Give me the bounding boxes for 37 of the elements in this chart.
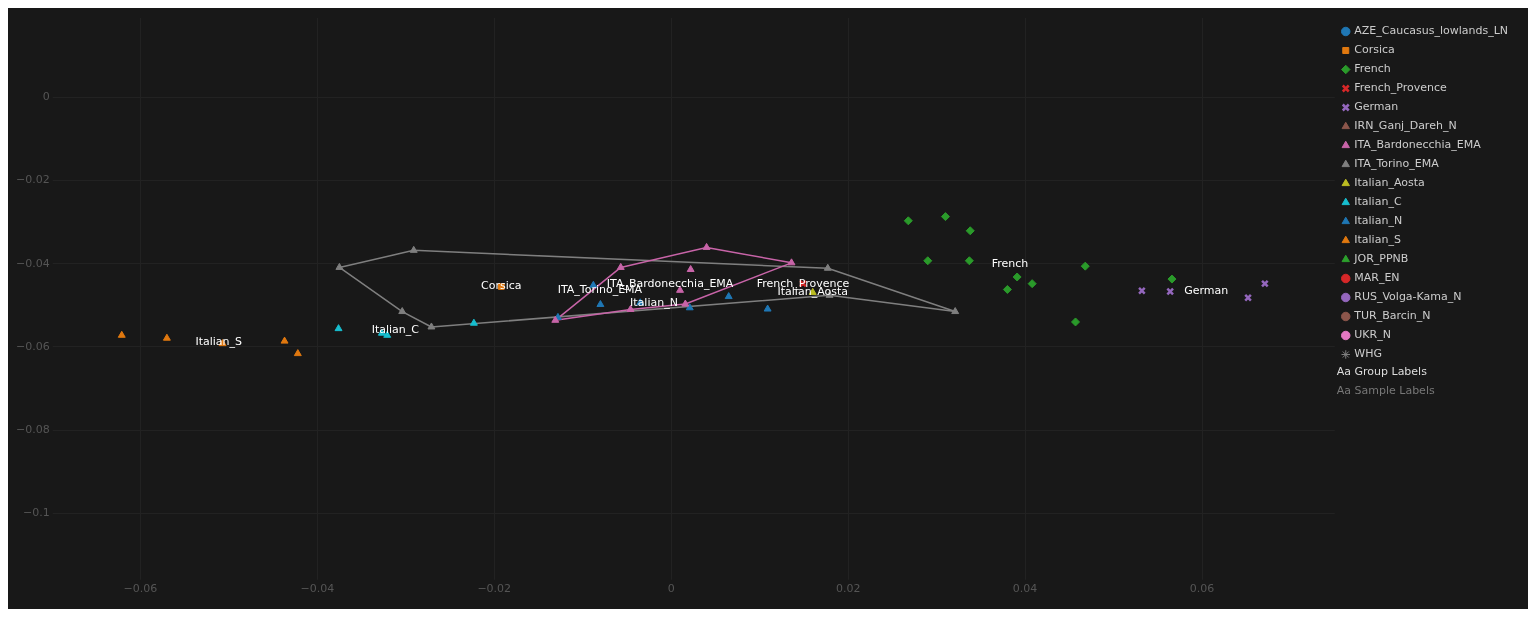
text: Italian_C <box>371 322 420 336</box>
legend-label: French_Provence <box>1354 81 1448 95</box>
legend-label: Italian_C <box>1354 195 1402 209</box>
legend-label: UKR_N <box>1354 328 1391 342</box>
y-tick-label: −0.1 <box>22 506 50 520</box>
legend-label: TUR_Barcin_N <box>1353 309 1431 323</box>
x-tick-label: 0.02 <box>835 582 861 596</box>
legend-label: Italian_N <box>1354 214 1403 228</box>
legend-label: Corsica <box>1354 43 1395 57</box>
legend-label: French <box>1354 62 1391 76</box>
y-tick-label: −0.04 <box>15 256 50 270</box>
text: French <box>991 257 1029 271</box>
legend-label: IRN_Ganj_Dareh_N <box>1354 119 1457 133</box>
legend-label: JOR_PPNB <box>1353 252 1409 266</box>
text: German <box>1184 283 1229 297</box>
legend-label: Italian_S <box>1354 233 1401 247</box>
y-tick-label: −0.06 <box>15 339 50 353</box>
y-tick-label: 0 <box>42 89 50 103</box>
x-tick-label: −0.02 <box>477 582 512 596</box>
legend-label: MAR_EN <box>1354 271 1400 285</box>
x-tick-label: −0.04 <box>300 582 335 596</box>
legend-label: Italian_Aosta <box>1354 176 1425 190</box>
text: Aa Sample Labels <box>1336 383 1435 397</box>
x-tick-label: 0.06 <box>1189 582 1215 596</box>
text: Aa Group Labels <box>1336 364 1428 378</box>
x-tick-label: 0.04 <box>1012 582 1038 596</box>
legend-label: RUS_Volga-Kama_N <box>1354 290 1462 304</box>
legend-label: ITA_Bardonecchia_EMA <box>1354 138 1482 152</box>
legend-label: ITA_Torino_EMA <box>1354 157 1440 171</box>
x-tick-label: −0.06 <box>123 582 158 596</box>
legend-label: AZE_Caucasus_lowlands_LN <box>1354 24 1508 38</box>
text: Italian_S <box>195 335 243 349</box>
x-tick-label: 0 <box>667 582 675 596</box>
y-tick-label: −0.08 <box>15 423 50 437</box>
y-tick-label: −0.02 <box>15 173 50 187</box>
legend-label: WHG <box>1354 347 1382 361</box>
legend-label: German <box>1354 100 1399 114</box>
